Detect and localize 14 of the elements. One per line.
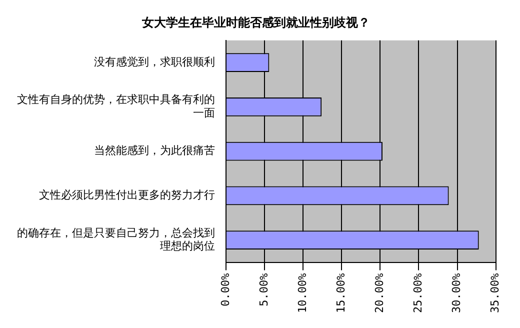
chart-title: 女大学生在毕业时能否感到就业性别歧视？ bbox=[141, 15, 370, 30]
x-tick-label: 25.00% bbox=[412, 272, 425, 314]
y-tick-label: 文性有自身的优势，在求职中具备有利的一面 bbox=[17, 93, 215, 120]
x-tick-label: 20.00% bbox=[373, 272, 386, 314]
x-tick-label: 35.00% bbox=[488, 272, 502, 314]
x-tick-label: 10.00% bbox=[296, 272, 309, 314]
y-tick-label: 的确存在，但是只要自己努力，总会找到理想的岗位 bbox=[17, 226, 215, 253]
x-tick-label: 0.00% bbox=[218, 272, 232, 306]
x-tick-label: 5.00% bbox=[257, 272, 270, 306]
x-tick-label: 30.00% bbox=[450, 272, 464, 314]
y-tick-label: 文性必须比男性付出更多的努力才行 bbox=[39, 188, 215, 202]
x-tick-label: 15.00% bbox=[334, 272, 348, 314]
y-tick-label: 当然能感到，为此很痛苦 bbox=[94, 144, 215, 158]
y-tick-label: 没有感觉到，求职很顺利 bbox=[94, 55, 215, 68]
